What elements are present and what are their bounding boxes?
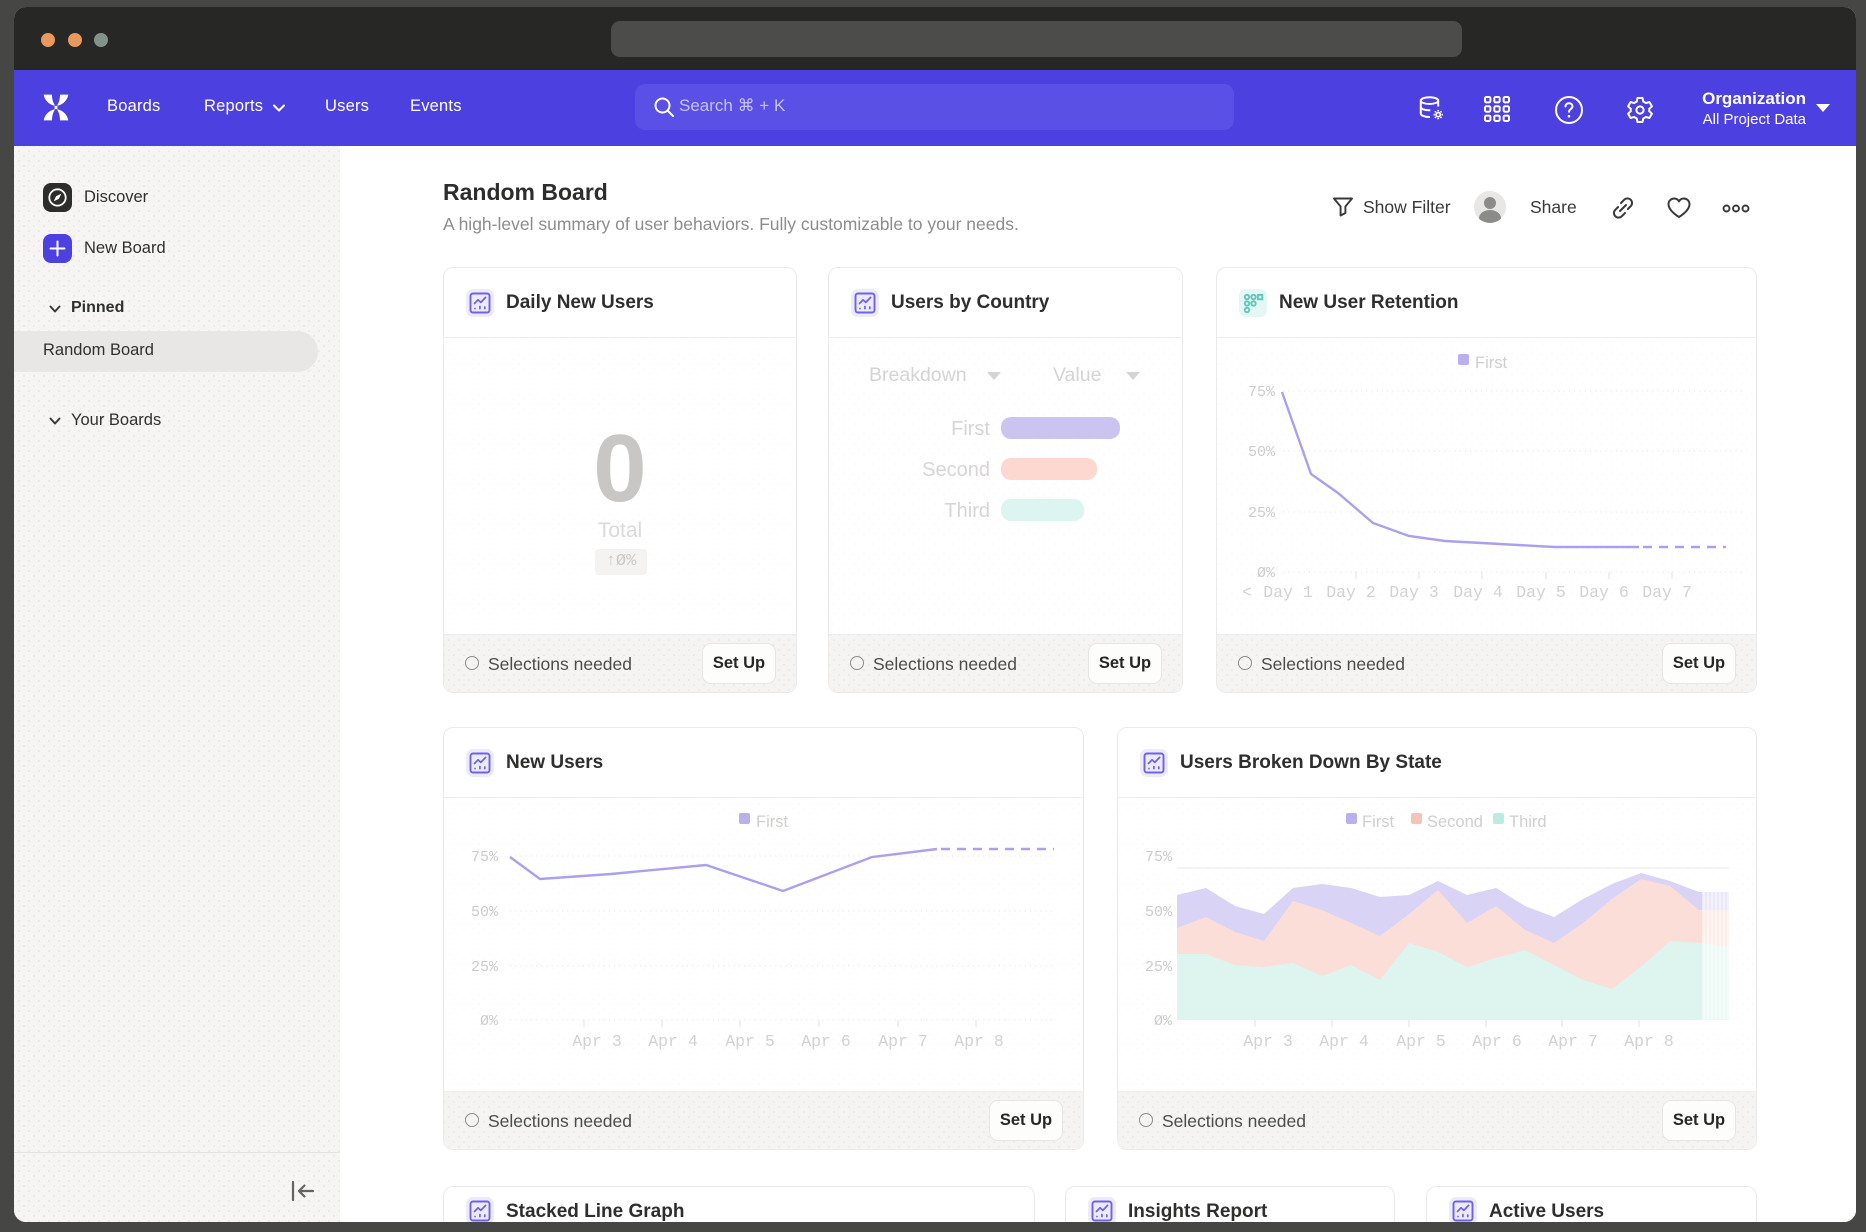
svg-text:Apr 3: Apr 3 <box>572 1032 622 1051</box>
svg-text:Ø%: Ø% <box>1257 565 1276 582</box>
svg-text:Apr 5: Apr 5 <box>725 1032 775 1051</box>
svg-text:Day 3: Day 3 <box>1389 583 1439 602</box>
svg-text:First: First <box>756 813 788 831</box>
svg-text:Third: Third <box>1509 813 1547 831</box>
svg-text:75%: 75% <box>1145 849 1173 866</box>
svg-text:25%: 25% <box>1145 959 1173 976</box>
svg-text:First: First <box>1362 813 1394 831</box>
svg-text:Apr 7: Apr 7 <box>878 1032 928 1051</box>
svg-text:First: First <box>1475 354 1507 372</box>
svg-text:Apr 5: Apr 5 <box>1396 1032 1446 1051</box>
svg-text:Day 4: Day 4 <box>1453 583 1503 602</box>
svg-text:Apr 6: Apr 6 <box>1472 1032 1522 1051</box>
svg-text:<: < <box>1242 583 1252 602</box>
svg-text:75%: 75% <box>471 849 499 866</box>
svg-text:Apr 7: Apr 7 <box>1548 1032 1598 1051</box>
svg-text:Apr 8: Apr 8 <box>1624 1032 1674 1051</box>
svg-text:Day 7: Day 7 <box>1642 583 1692 602</box>
svg-text:Ø%: Ø% <box>1154 1013 1173 1030</box>
svg-text:Apr 3: Apr 3 <box>1243 1032 1293 1051</box>
svg-text:Apr 4: Apr 4 <box>1319 1032 1369 1051</box>
svg-text:Day 6: Day 6 <box>1579 583 1629 602</box>
svg-text:Apr 4: Apr 4 <box>648 1032 698 1051</box>
svg-text:Apr 8: Apr 8 <box>954 1032 1004 1051</box>
svg-text:Day 5: Day 5 <box>1516 583 1566 602</box>
svg-text:25%: 25% <box>1248 505 1276 522</box>
svg-text:Ø%: Ø% <box>480 1013 499 1030</box>
svg-text:Second: Second <box>1427 813 1483 831</box>
svg-text:Apr 6: Apr 6 <box>801 1032 851 1051</box>
svg-text:50%: 50% <box>471 904 499 921</box>
svg-text:50%: 50% <box>1248 444 1276 461</box>
svg-text:Day 1: Day 1 <box>1263 583 1313 602</box>
svg-text:75%: 75% <box>1248 384 1276 401</box>
svg-text:50%: 50% <box>1145 904 1173 921</box>
svg-text:Day 2: Day 2 <box>1326 583 1376 602</box>
svg-text:25%: 25% <box>471 959 499 976</box>
